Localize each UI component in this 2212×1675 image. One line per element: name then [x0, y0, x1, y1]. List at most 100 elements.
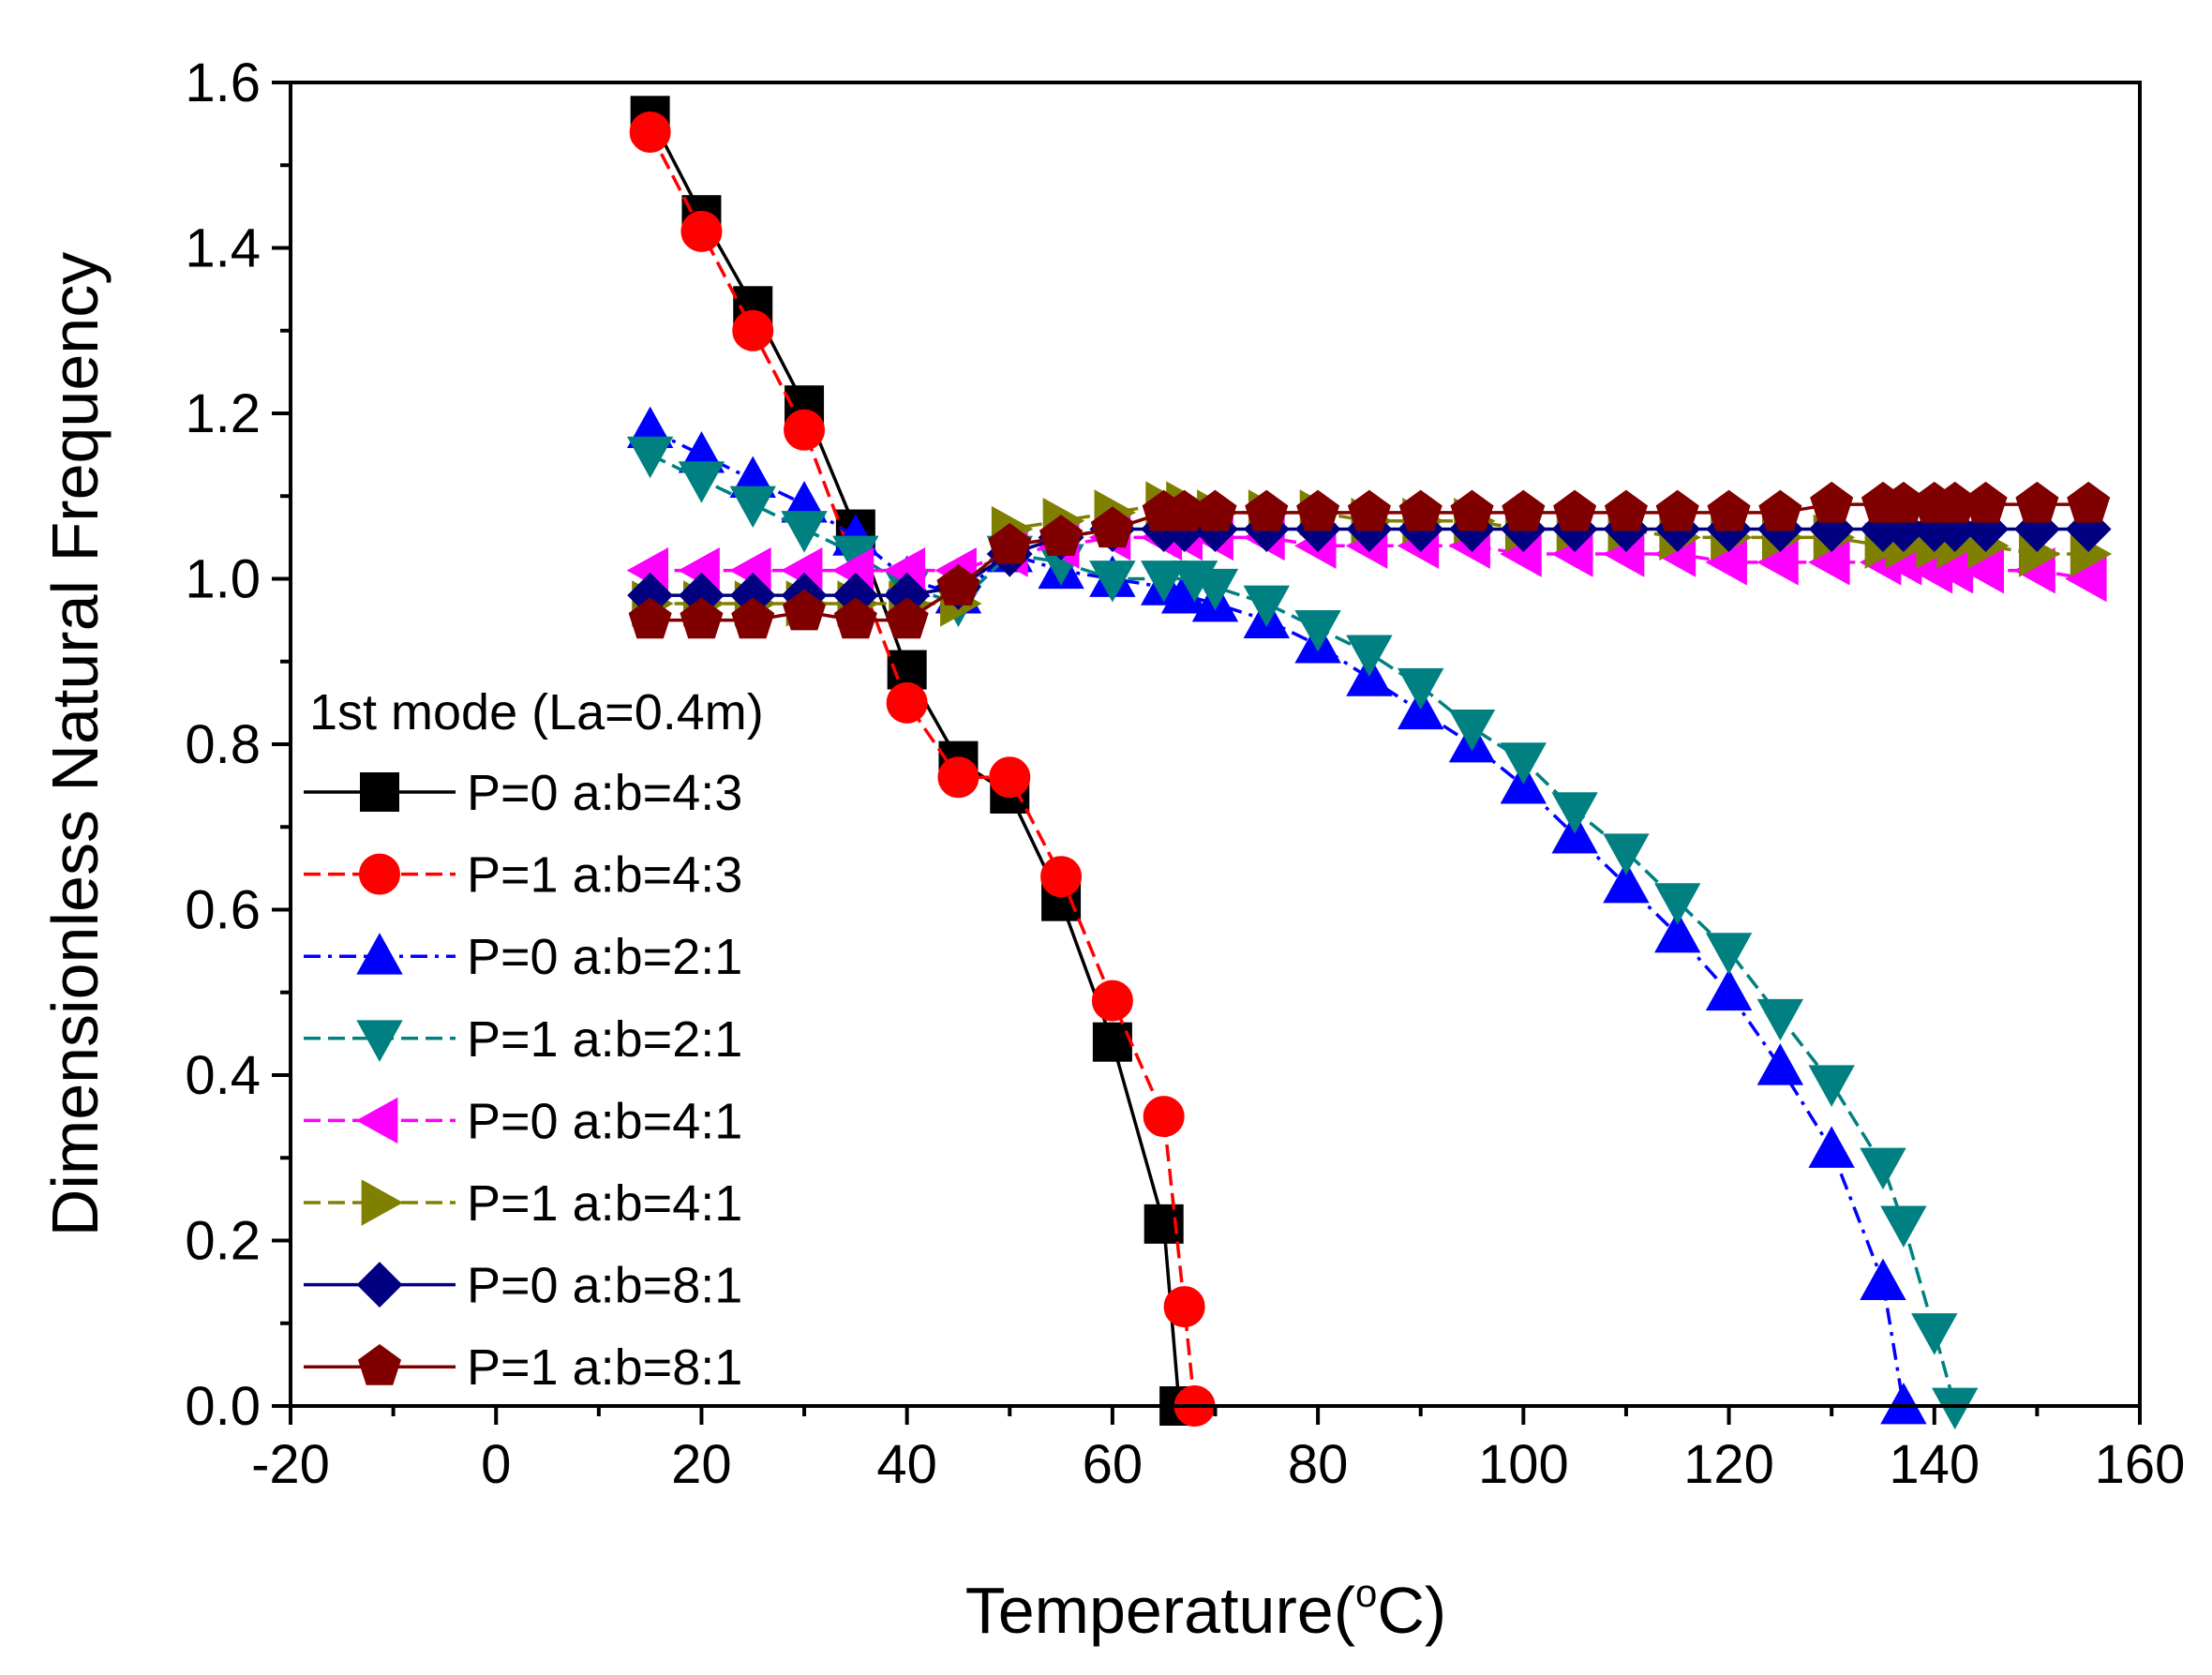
legend-item: P=1 a:b=2:1 — [304, 1011, 742, 1068]
data-point — [1808, 1126, 1855, 1168]
data-point — [680, 210, 723, 252]
data-point — [1191, 568, 1239, 611]
legend-marker — [361, 1179, 404, 1226]
legend-marker — [359, 853, 400, 895]
legend-label: P=0 a:b=2:1 — [467, 929, 742, 985]
data-point — [1398, 489, 1442, 531]
x-tick-label: 100 — [1478, 1434, 1569, 1495]
data-point — [1397, 667, 1444, 710]
data-point — [1756, 998, 1804, 1041]
data-point — [936, 564, 980, 606]
data-point — [886, 681, 928, 724]
data-point — [1143, 1096, 1185, 1138]
data-point — [1296, 489, 1340, 531]
legend-item: P=0 a:b=8:1 — [304, 1258, 742, 1314]
legend-item: P=1 a:b=4:3 — [304, 847, 742, 904]
data-point — [937, 756, 979, 799]
y-tick-label: 0.2 — [185, 1211, 261, 1272]
axes-layer: -20 0 20 40 60 80 100 120 140 160 0.0 0.2 0.4 0.6 0.8 1… — [185, 52, 2185, 1495]
data-point — [1603, 833, 1650, 875]
legend-marker — [356, 933, 403, 975]
legend-marker — [357, 1343, 402, 1385]
legend-item: P=0 a:b=2:1 — [304, 929, 742, 985]
data-point — [1756, 1043, 1804, 1085]
data-point — [1808, 1065, 1855, 1107]
data-point — [626, 436, 674, 479]
x-axis-title-main: Temperature( — [965, 1574, 1355, 1647]
data-point — [783, 589, 827, 631]
data-point — [678, 461, 725, 503]
legend-label: P=0 a:b=8:1 — [467, 1258, 742, 1314]
data-point — [1090, 506, 1134, 548]
data-point — [1964, 481, 2008, 523]
data-point — [1500, 742, 1547, 785]
data-point — [1448, 709, 1496, 752]
x-axis-title-degree: o — [1355, 1571, 1377, 1615]
legend-marker — [356, 1020, 403, 1062]
data-point — [989, 756, 1031, 799]
legend-label: P=0 a:b=4:3 — [467, 765, 742, 821]
y-tick-label: 1.6 — [185, 52, 261, 113]
series-p-1-a-b-4-3 — [629, 111, 1216, 1427]
data-point — [1163, 1286, 1205, 1328]
legend-item: P=1 a:b=4:1 — [304, 1175, 742, 1232]
data-point — [1860, 1147, 1906, 1190]
y-tick-label: 1.0 — [185, 549, 261, 610]
legend-label: P=1 a:b=8:1 — [467, 1339, 742, 1396]
data-point — [781, 511, 828, 553]
data-point — [732, 309, 774, 351]
data-point — [1758, 489, 1802, 531]
data-point — [2067, 481, 2111, 523]
data-point — [1140, 561, 1188, 603]
data-point — [1040, 856, 1083, 898]
y-tick-label: 0.8 — [185, 714, 261, 775]
legend-item: P=1 a:b=8:1 — [304, 1339, 742, 1396]
x-tick-label: 0 — [481, 1434, 511, 1495]
legend-label: P=1 a:b=2:1 — [467, 1011, 742, 1068]
legend-marker — [356, 1262, 403, 1309]
legend-label: P=0 a:b=4:1 — [467, 1093, 742, 1149]
data-point — [1039, 515, 1084, 556]
y-tick-label: 0.0 — [185, 1376, 261, 1437]
data-point — [1450, 489, 1494, 531]
legend-item: P=0 a:b=4:1 — [304, 1093, 742, 1149]
legend-item: P=0 a:b=4:3 — [304, 765, 742, 821]
data-point — [1347, 489, 1391, 531]
data-point — [628, 597, 672, 639]
data-point — [1880, 1205, 1927, 1248]
legend-label: P=1 a:b=4:3 — [467, 847, 742, 904]
data-point — [1091, 980, 1133, 1022]
data-point — [2015, 481, 2059, 523]
data-point — [1705, 968, 1753, 1011]
data-point — [885, 597, 929, 639]
series-layer — [626, 96, 2113, 1430]
data-point — [1551, 792, 1598, 834]
legend-marker — [360, 772, 399, 812]
y-tick-label: 0.4 — [185, 1045, 261, 1106]
legend: 1st mode (La=0.4m) P=0 a:b=4:3 P=1 a:b=4:3… — [304, 684, 764, 1396]
y-axis-title: Dimensionless Natural Frequency — [38, 252, 112, 1236]
data-point — [1502, 489, 1546, 531]
series-p-1-a-b-2-1 — [626, 436, 1979, 1430]
x-tick-label: 20 — [671, 1434, 732, 1495]
x-tick-label: 40 — [876, 1434, 937, 1495]
x-tick-label: 60 — [1083, 1434, 1143, 1495]
data-point — [1604, 489, 1648, 531]
x-tick-label: 80 — [1288, 1434, 1349, 1495]
data-point — [784, 409, 826, 451]
data-point — [680, 597, 724, 639]
data-point — [988, 522, 1032, 564]
data-point — [1880, 1382, 1927, 1425]
x-axis-title: Temperature(oC) — [965, 1571, 1447, 1647]
data-point — [1654, 910, 1701, 953]
data-point — [1911, 1313, 1958, 1355]
data-point — [1092, 1022, 1132, 1062]
data-point — [1654, 883, 1701, 925]
data-point — [1553, 489, 1597, 531]
data-point — [1294, 610, 1341, 652]
data-point — [1089, 561, 1136, 603]
data-point — [1810, 481, 1854, 523]
x-tick-label: 140 — [1889, 1434, 1980, 1495]
data-point — [1193, 489, 1237, 531]
